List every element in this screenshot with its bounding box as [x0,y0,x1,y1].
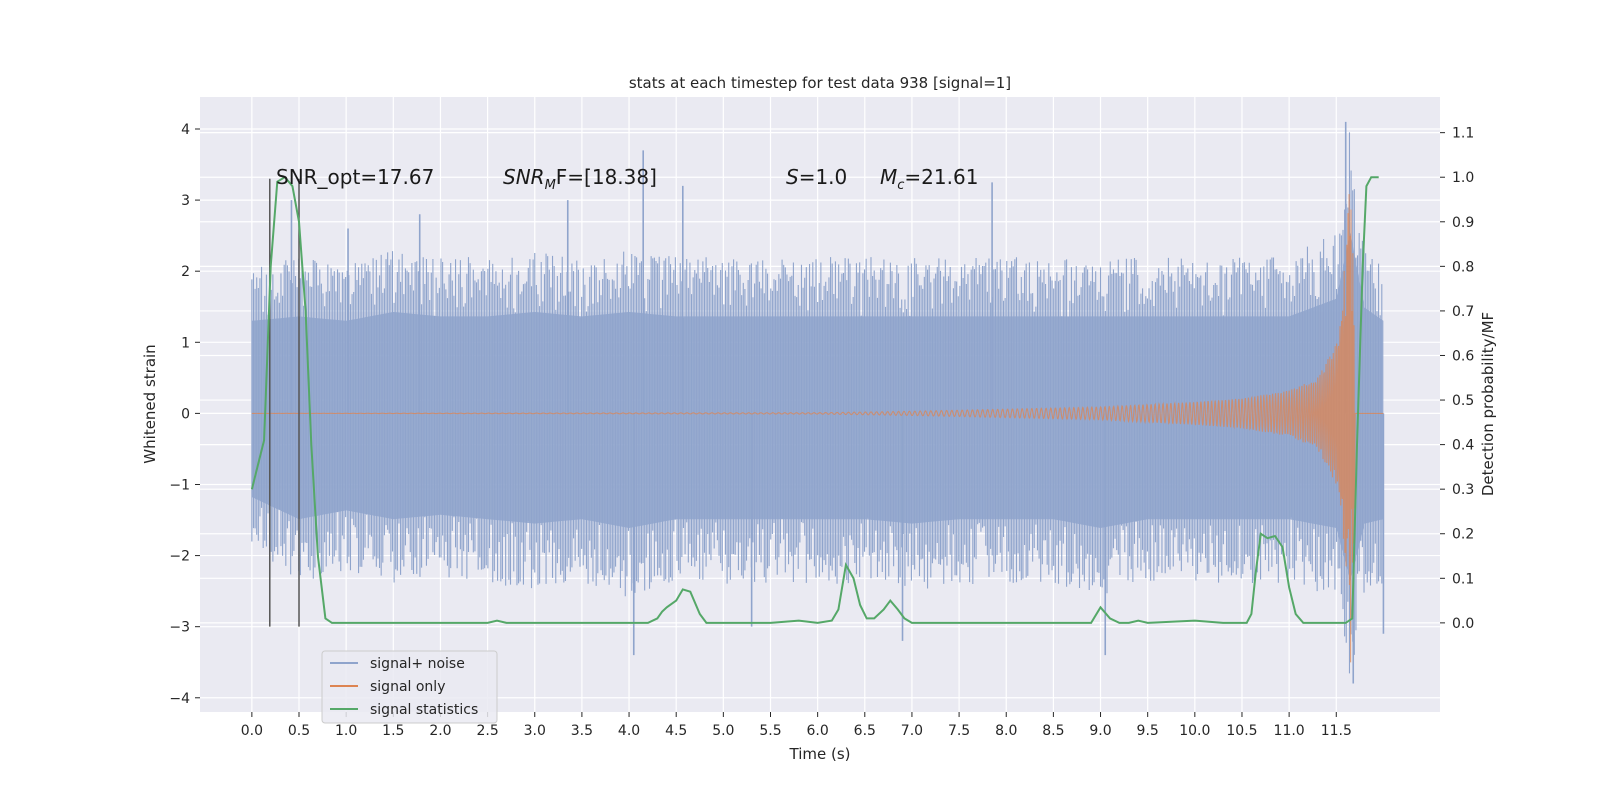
x-tick-label: 4.5 [665,723,687,739]
x-tick-label: 11.5 [1321,723,1352,739]
x-tick-label: 8.5 [1042,723,1064,739]
y-tick-label: −3 [169,620,190,636]
y-tick-label: −1 [169,477,190,493]
x-tick-label: 1.0 [335,723,357,739]
annotation-s-value: =1.0 [799,165,848,189]
x-tick-label: 9.5 [1137,723,1159,739]
y-tick-label: −2 [169,549,190,565]
legend-box [321,650,498,724]
x-tick-label: 7.0 [901,723,923,739]
y-right-axis-label: Detection probability/MF [1479,312,1497,496]
y-axis-ticks: −4 −3 −2 −1 0 1 2 3 4 [169,122,200,707]
x-tick-label: 2.5 [476,723,498,739]
x-axis-ticks: 0.0 0.5 1.0 1.5 2.0 2.5 3.0 3.5 4.0 4.5 5.0 5.5 6.0 6… [241,712,1352,739]
x-tick-label: 2.0 [429,723,451,739]
y-right-tick-label: 0.3 [1452,482,1474,498]
annotation-snr-mf-label: SNR [503,165,545,189]
annotation-snr-mf-sub: M [545,178,556,193]
x-tick-label: 7.5 [948,723,970,739]
y-right-tick-label: 0.4 [1452,438,1474,454]
y-right-tick-label: 1.0 [1452,170,1474,186]
vertical-markers [269,178,300,627]
y-right-tick-label: 0.1 [1452,571,1474,587]
legend: signal+ noise signal only signal statist… [321,650,498,724]
annotation-mc-label: M [880,165,897,189]
annotation-mc: Mc=21.61 [880,165,978,193]
annotation-snr-mf: SNRMF=[18.38] [503,165,657,193]
signal-noise-series [251,121,1385,684]
x-axis-label: Time (s) [789,745,851,763]
x-tick-label: 3.5 [571,723,593,739]
signal-statistics-line [250,175,1379,624]
signal-only-series [251,194,1384,663]
y-right-tick-label: 0.5 [1452,393,1474,409]
x-tick-label: 10.5 [1226,723,1257,739]
x-tick-label: 5.5 [759,723,781,739]
y-right-tick-label: 0.2 [1452,527,1474,543]
x-tick-label: 11.0 [1274,723,1305,739]
x-tick-label: 6.5 [854,723,876,739]
annotation-s-label: S [786,165,799,189]
annotation-mc-sub: c [897,178,904,193]
y-right-tick-label: 0.0 [1452,616,1474,632]
x-tick-label: 9.0 [1089,723,1111,739]
y-right-tick-label: 0.6 [1452,348,1474,364]
annotation-snr-opt: SNR_opt=17.67 [276,165,434,189]
y-tick-label: 2 [181,264,190,280]
x-tick-label: 5.0 [712,723,734,739]
annotation-snr-mf-value: F=[18.38] [556,165,657,189]
x-tick-label: 3.0 [524,723,546,739]
annotation-mc-value: =21.61 [904,165,978,189]
y-right-tick-label: 0.8 [1452,259,1474,275]
signal-only-line [251,194,1384,663]
y-right-tick-label: 1.1 [1452,126,1474,142]
y-right-tick-label: 0.7 [1452,304,1474,320]
y-tick-label: 0 [181,406,190,422]
x-tick-label: 4.0 [618,723,640,739]
signal-statistics-series [250,175,1379,624]
y-tick-label: −4 [169,691,190,707]
y-axis-label: Whitened strain [141,344,159,463]
legend-label-signal-statistics: signal statistics [370,702,478,718]
x-tick-label: 1.5 [382,723,404,739]
x-tick-label: 0.5 [288,723,310,739]
annotation-s: S=1.0 [786,165,847,189]
x-tick-label: 8.0 [995,723,1017,739]
y-tick-label: 4 [181,122,190,138]
chart-title: stats at each timestep for test data 938… [629,74,1011,92]
x-tick-label: 0.0 [241,723,263,739]
legend-label-signal-noise: signal+ noise [370,656,465,672]
y-right-tick-label: 0.9 [1452,215,1474,231]
y-tick-label: 1 [181,335,190,351]
x-tick-label: 10.0 [1179,723,1210,739]
y-tick-label: 3 [181,193,190,209]
y-right-axis-ticks: 0.0 0.1 0.2 0.3 0.4 0.5 0.6 0.7 0.8 0.9 1.0 1.1 [1440,126,1474,632]
legend-label-signal-only: signal only [370,679,445,695]
x-tick-label: 6.0 [807,723,829,739]
